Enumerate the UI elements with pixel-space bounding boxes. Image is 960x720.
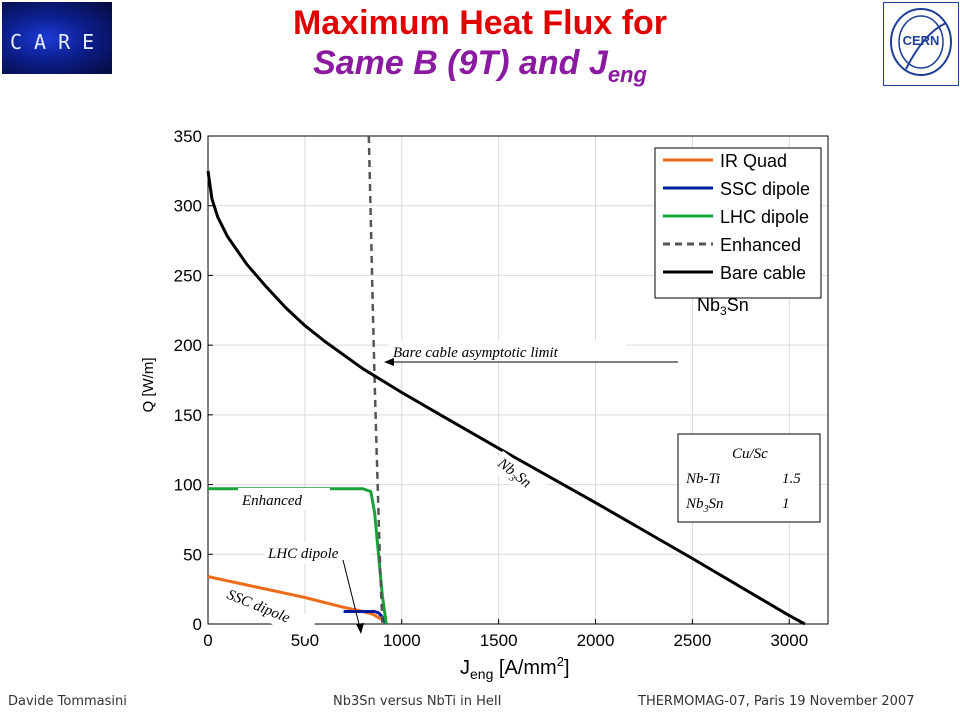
x-tick-label: 2500 <box>673 631 711 650</box>
y-tick-label: 250 <box>174 266 202 285</box>
lhc-label-bg <box>264 542 370 564</box>
footer-center: Nb3Sn versus NbTi in HeII <box>333 694 502 709</box>
y-tick-label: 200 <box>174 336 202 355</box>
lhc-arrowhead <box>356 623 364 634</box>
x-tick-label: 3000 <box>770 631 808 650</box>
legend-label: Enhanced <box>720 235 801 255</box>
y-tick-label: 0 <box>193 615 202 634</box>
series-line-ir-quad <box>207 575 388 626</box>
enhanced-label-bg <box>238 488 330 510</box>
annotation-asymptotic: Bare cable asymptotic limit <box>393 345 559 361</box>
legend-label: SSC dipole <box>720 179 810 199</box>
y-tick-label: 300 <box>174 197 202 216</box>
series-line-bare-cable-nb3sn <box>206 170 806 626</box>
legend-entries: IR Quad SSC dipole LHC dipole Enhanced Bare … <box>663 151 810 283</box>
cu-sc-header: Cu/Sc <box>732 446 768 462</box>
annotation-enhanced: Enhanced <box>241 493 302 509</box>
cern-logo: CERN <box>883 2 959 86</box>
slide-title-line1: Maximum Heat Flux for <box>292 4 668 42</box>
legend-label: IR Quad <box>720 151 787 171</box>
cu-sc-row2-value: 1 <box>782 496 790 512</box>
cu-sc-box: Cu/Sc Nb-Ti 1.5 Nb3Sn 1 <box>677 433 821 523</box>
legend-label: LHC dipole <box>720 207 809 227</box>
y-tick-label: 100 <box>174 476 202 495</box>
cu-sc-row2-label: Nb3Sn <box>685 496 724 515</box>
x-tick-label: 2000 <box>577 631 615 650</box>
title-line2-main: Same B (9T) and J <box>313 44 608 82</box>
y-tick-label: 150 <box>174 406 202 425</box>
asymptotic-label-bg <box>388 340 626 362</box>
footer-right: THERMOMAG-07, Paris 19 November 2007 <box>638 694 915 709</box>
annotation-lhc-dipole: LHC dipole <box>267 546 339 562</box>
ssc-label-bg <box>219 582 317 639</box>
x-axis-label: Jeng [A/mm2] <box>460 654 570 682</box>
title-line2-sub: eng <box>607 61 647 87</box>
series-group <box>206 135 806 626</box>
cu-sc-row1-label: Nb-Ti <box>685 471 720 487</box>
plot-frame <box>207 135 829 625</box>
y-tick-label: 50 <box>183 545 202 564</box>
y-axis-label: Q [W/m] <box>140 358 157 413</box>
care-logo-text: CARE <box>10 30 107 54</box>
x-tick-label: 0 <box>203 631 212 650</box>
x-tick-label: 1500 <box>480 631 518 650</box>
y-tick-label: 350 <box>174 127 202 146</box>
slide-title-line2: Same B (9T) and Jeng <box>0 44 960 88</box>
footer-author: Davide Tommasini <box>8 694 127 709</box>
heat-flux-chart: 0 500 1000 1500 2000 2500 3000 0 50 100 150 200 250 3… <box>140 127 829 682</box>
cu-sc-row1-value: 1.5 <box>782 471 801 487</box>
cern-logo-text: CERN <box>903 33 940 48</box>
legend: IR Quad SSC dipole LHC dipole Enhanced Bare … <box>654 147 822 318</box>
cern-logo-graphic: CERN <box>890 8 952 76</box>
x-tick-label: 500 <box>291 631 319 650</box>
asymptotic-arrowhead <box>384 358 394 366</box>
nb3sn-label-bg <box>489 450 551 505</box>
cu-sc-frame <box>677 433 821 523</box>
legend-extra-line: Nb3Sn <box>697 295 749 318</box>
legend-label: Bare cable <box>720 263 806 283</box>
x-tick-label: 1000 <box>383 631 421 650</box>
lhc-arrow-line <box>342 559 361 629</box>
axis-ticks: 0 500 1000 1500 2000 2500 3000 0 50 100 150 200 250 3… <box>174 127 809 650</box>
annotation-nb3sn: Nb3Sn <box>489 450 551 505</box>
care-logo: CARE <box>2 2 112 74</box>
series-line-enhanced <box>367 135 384 625</box>
